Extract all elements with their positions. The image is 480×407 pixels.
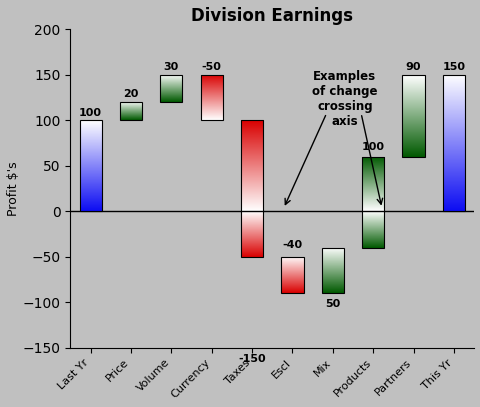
Bar xyxy=(361,211,384,247)
Bar xyxy=(160,75,182,102)
Text: -50: -50 xyxy=(201,62,221,72)
Bar xyxy=(281,257,303,293)
Bar xyxy=(79,120,101,211)
Text: 50: 50 xyxy=(324,300,340,309)
Text: Examples
of change
crossing
axis: Examples of change crossing axis xyxy=(312,70,377,128)
Bar xyxy=(200,75,222,120)
Bar xyxy=(160,75,182,102)
Bar xyxy=(321,247,343,293)
Bar xyxy=(240,120,263,257)
Text: 90: 90 xyxy=(405,62,420,72)
Y-axis label: Profit $'s: Profit $'s xyxy=(7,161,20,216)
Text: 100: 100 xyxy=(79,107,102,118)
Text: -150: -150 xyxy=(238,354,265,364)
Bar xyxy=(361,157,384,247)
Bar xyxy=(79,120,101,211)
Bar xyxy=(281,257,303,293)
Text: 150: 150 xyxy=(442,62,465,72)
Bar xyxy=(240,211,263,257)
Bar xyxy=(402,75,424,157)
Bar xyxy=(120,102,142,120)
Bar xyxy=(442,75,464,211)
Bar xyxy=(200,75,222,120)
Bar xyxy=(120,102,142,120)
Bar xyxy=(361,157,384,211)
Text: 30: 30 xyxy=(163,62,179,72)
Text: 100: 100 xyxy=(361,142,384,152)
Text: -40: -40 xyxy=(282,240,302,250)
Bar xyxy=(321,247,343,293)
Text: 20: 20 xyxy=(123,89,138,99)
Bar xyxy=(240,120,263,211)
Bar xyxy=(442,75,464,211)
Bar xyxy=(402,75,424,157)
Title: Division Earnings: Division Earnings xyxy=(191,7,352,25)
